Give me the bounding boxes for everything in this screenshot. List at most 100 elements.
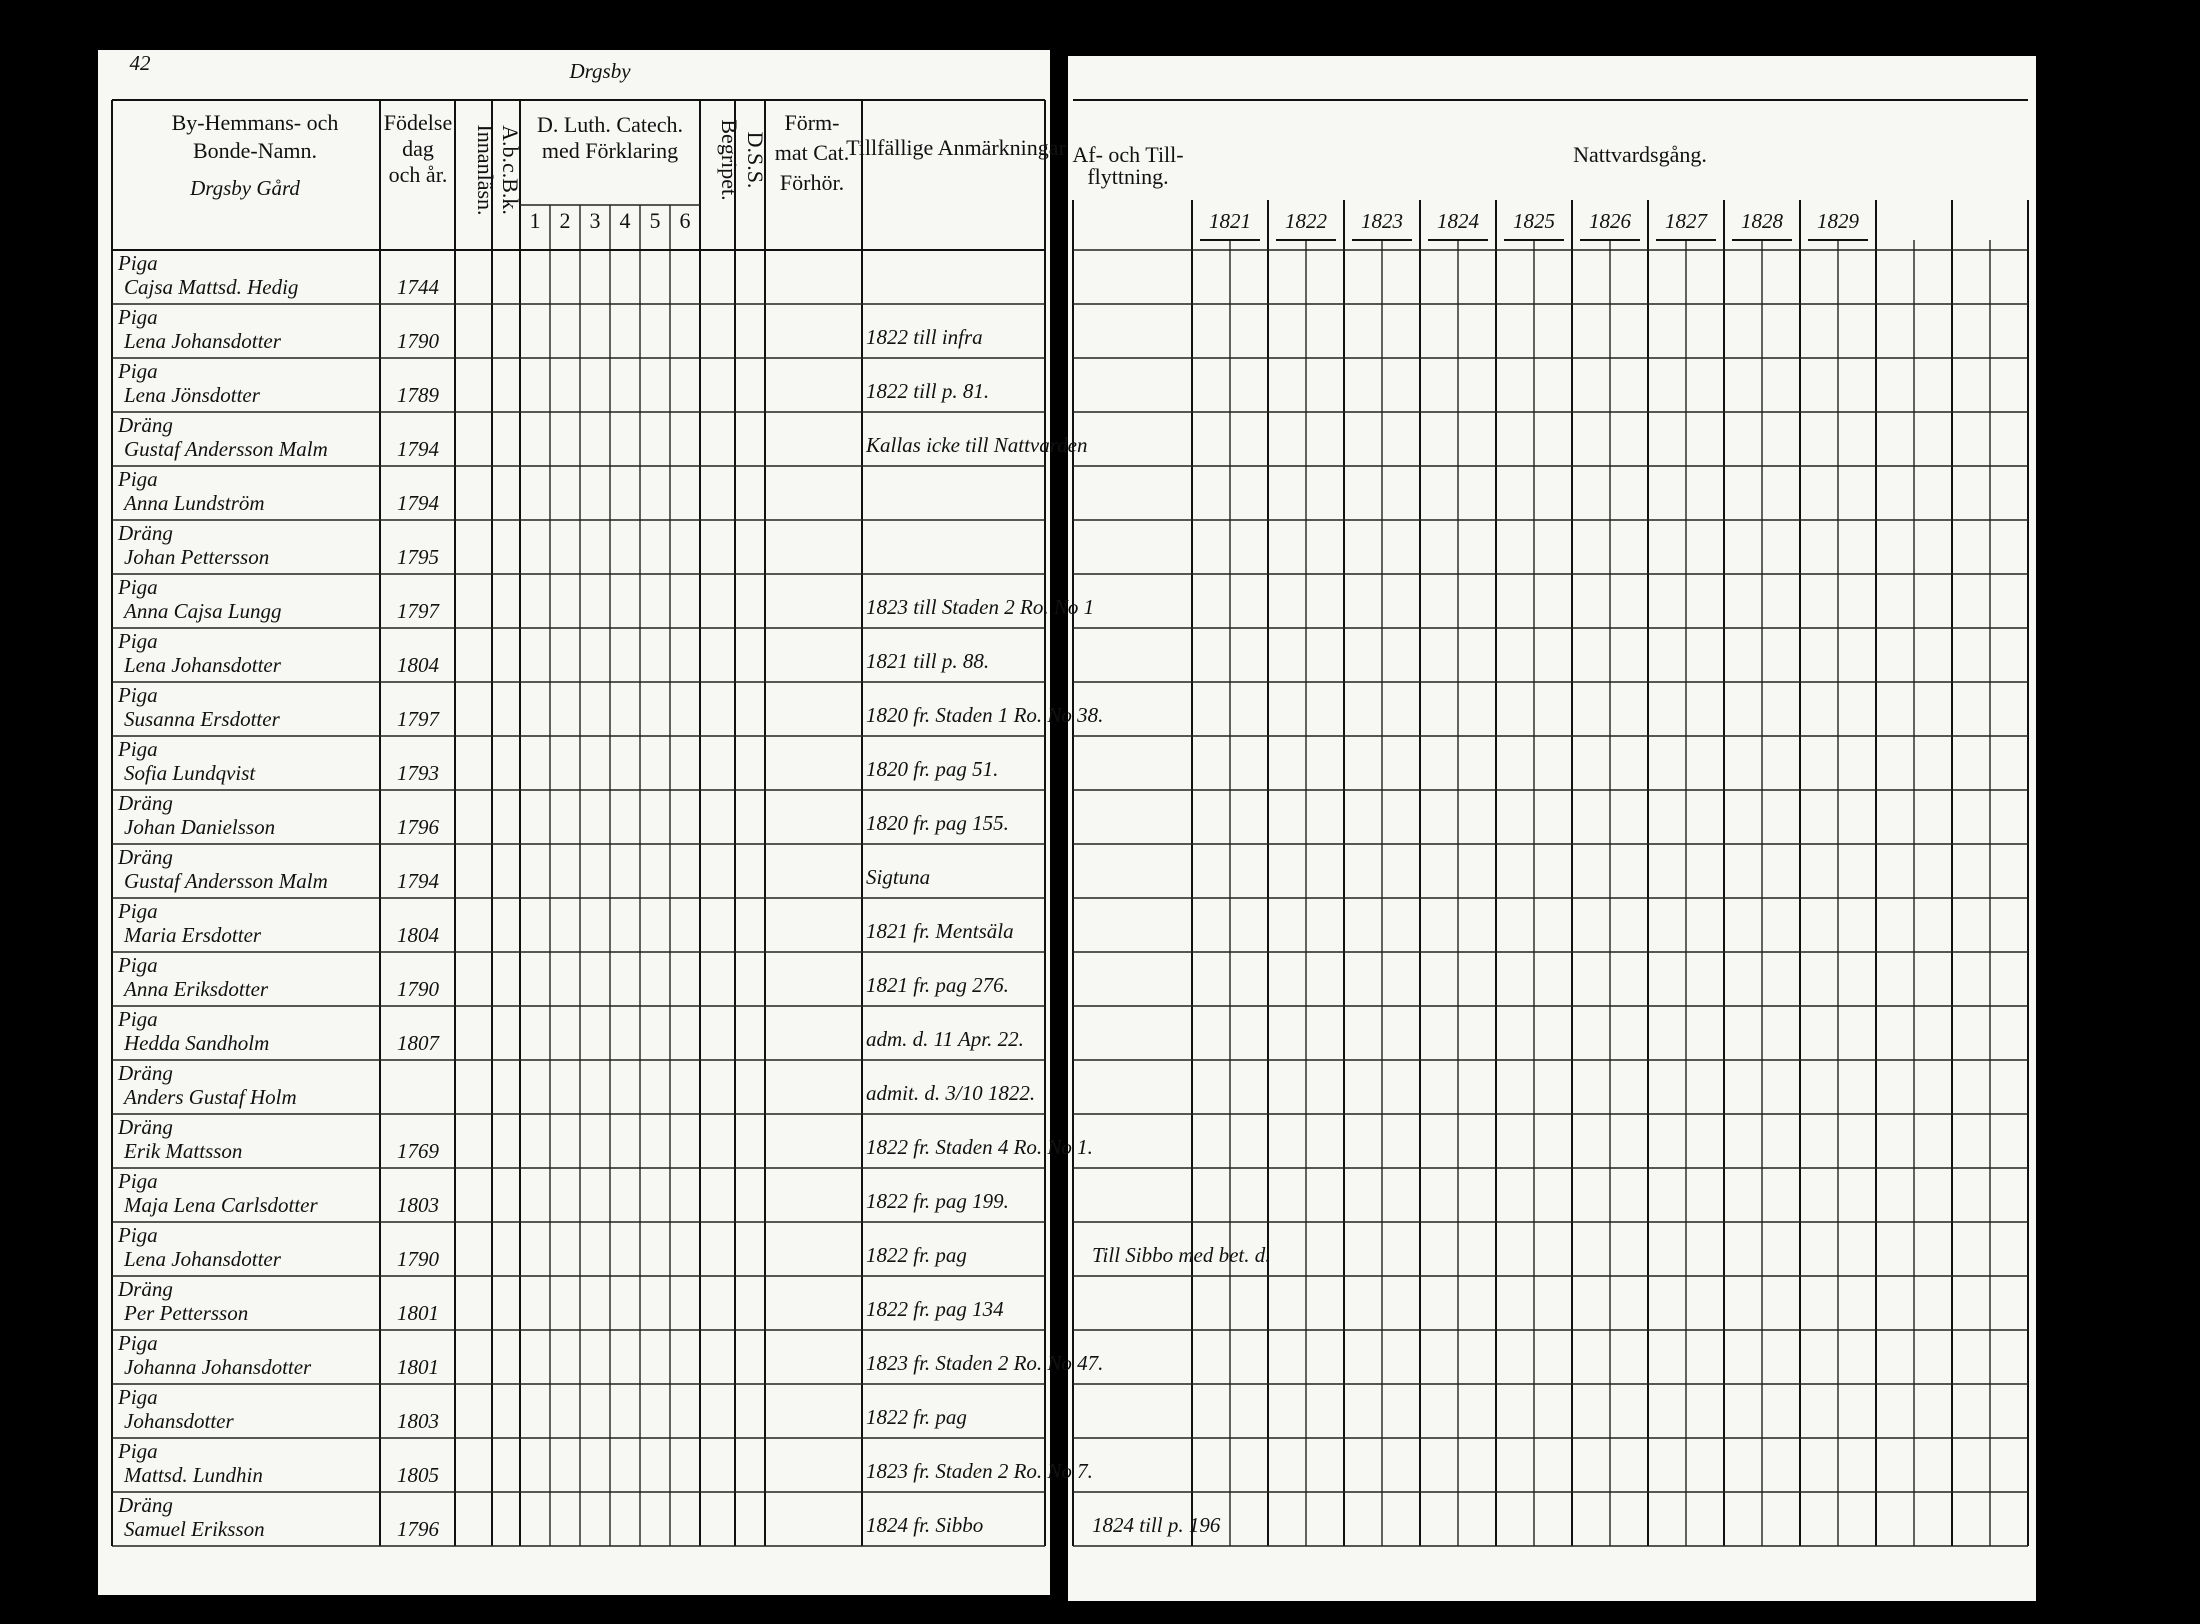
right-content: Af- och Till-flyttning. Nattvardsgång. 182… <box>1072 99 2029 1547</box>
person-title: Piga <box>117 737 158 761</box>
person-title: Piga <box>117 575 158 599</box>
birth-year: 1793 <box>397 761 439 785</box>
birth-year: 1794 <box>397 437 440 461</box>
birth-year: 1801 <box>397 1301 439 1325</box>
person-title: Piga <box>117 1223 158 1247</box>
person-name: Anna Lundström <box>122 491 265 515</box>
column-header: Innanläsn. <box>473 124 498 215</box>
column-header: Tillfällige Anmärkningar <box>846 135 1066 160</box>
person-name: Lena Jönsdotter <box>123 383 261 407</box>
birth-year: 1807 <box>397 1031 441 1055</box>
person-name: Johan Danielsson <box>124 815 275 839</box>
remark: 1820 fr. Staden 1 Ro. No 38. <box>866 703 1103 727</box>
remark: 1820 fr. pag 51. <box>866 757 998 781</box>
person-name: Per Pettersson <box>123 1301 248 1325</box>
village-name: Drgsby <box>568 59 631 83</box>
person-title: Dräng <box>117 413 173 437</box>
person-name: Hedda Sandholm <box>123 1031 269 1055</box>
birth-year: 1789 <box>397 383 440 407</box>
remark: 1822 fr. Staden 4 Ro. No 1. <box>866 1135 1093 1159</box>
remark: 1820 fr. pag 155. <box>866 811 1009 835</box>
remark: 1823 fr. Staden 2 Ro. No 7. <box>866 1459 1093 1483</box>
remark: Kallas icke till Nattvarden <box>865 433 1087 457</box>
person-name: Lena Johansdotter <box>123 329 282 353</box>
year-header: 1829 <box>1817 209 1860 233</box>
person-title: Piga <box>117 683 158 707</box>
person-title: Piga <box>117 1007 158 1031</box>
person-title: Dräng <box>117 521 173 545</box>
person-name: Erik Mattsson <box>123 1139 242 1163</box>
year-header: 1823 <box>1361 209 1403 233</box>
farm-name: Drgsby Gård <box>189 176 300 200</box>
column-header: Nattvardsgång. <box>1573 142 1707 167</box>
remark: 1822 till p. 81. <box>866 379 989 403</box>
person-name: Lena Johansdotter <box>123 653 282 677</box>
person-name: Johansdotter <box>124 1409 234 1433</box>
person-name: Anders Gustaf Holm <box>122 1085 297 1109</box>
remark: Sigtuna <box>866 865 930 889</box>
birth-year: 1796 <box>397 815 440 839</box>
column-header: Af- och Till- <box>1072 142 1183 167</box>
year-header: 1821 <box>1209 209 1251 233</box>
catechism-part: 6 <box>680 208 691 233</box>
person-name: Sofia Lundqvist <box>124 761 256 785</box>
column-header: mat Cat. <box>775 140 850 165</box>
remark: 1822 fr. pag 199. <box>866 1189 1009 1213</box>
column-header: flyttning. <box>1087 164 1168 189</box>
person-title: Dräng <box>117 1061 173 1085</box>
year-header: 1824 <box>1437 209 1480 233</box>
person-name: Susanna Ersdotter <box>124 707 281 731</box>
remark: 1821 till p. 88. <box>866 649 989 673</box>
person-name: Mattsd. Lundhin <box>123 1463 263 1487</box>
year-header: 1828 <box>1741 209 1784 233</box>
column-header: och år. <box>389 162 448 187</box>
person-title: Piga <box>117 251 158 275</box>
left-page <box>98 50 1050 1595</box>
column-header: Förhör. <box>780 170 844 195</box>
person-name: Maja Lena Carlsdotter <box>123 1193 319 1217</box>
person-title: Piga <box>117 899 158 923</box>
person-name: Lena Johansdotter <box>123 1247 282 1271</box>
person-name: Cajsa Mattsd. Hedig <box>124 275 298 299</box>
person-title: Piga <box>117 953 158 977</box>
remark: 1822 till infra <box>866 325 983 349</box>
person-title: Piga <box>117 1331 158 1355</box>
person-name: Samuel Eriksson <box>124 1517 265 1541</box>
person-title: Dräng <box>117 1493 173 1517</box>
person-title: Piga <box>117 1169 158 1193</box>
birth-year: 1804 <box>397 923 440 947</box>
person-name: Anna Cajsa Lungg <box>122 599 282 623</box>
remark: 1823 fr. Staden 2 Ro. No 47. <box>866 1351 1103 1375</box>
remark: adm. d. 11 Apr. 22. <box>866 1027 1024 1051</box>
birth-year: 1801 <box>397 1355 439 1379</box>
remark: 1822 fr. pag 134 <box>866 1297 1004 1321</box>
birth-year: 1796 <box>397 1517 440 1541</box>
birth-year: 1790 <box>397 977 440 1001</box>
person-title: Piga <box>117 359 158 383</box>
person-title: Piga <box>117 467 158 491</box>
catechism-part: 4 <box>620 208 631 233</box>
column-header: A.b.c.B.k. <box>498 125 523 215</box>
catechism-part: 2 <box>560 208 571 233</box>
right-page <box>1068 56 2036 1601</box>
column-header: Födelse <box>384 110 452 135</box>
column-header: D.S.S. <box>743 132 768 189</box>
person-title: Piga <box>117 305 158 329</box>
remark: 1822 fr. pag <box>866 1243 967 1267</box>
person-name: Johanna Johansdotter <box>124 1355 312 1379</box>
person-title: Piga <box>117 629 158 653</box>
birth-year: 1803 <box>397 1193 439 1217</box>
person-name: Anna Eriksdotter <box>122 977 269 1001</box>
person-name: Johan Pettersson <box>124 545 269 569</box>
birth-year: 1805 <box>397 1463 439 1487</box>
person-title: Piga <box>117 1439 158 1463</box>
person-title: Dräng <box>117 1115 173 1139</box>
birth-year: 1744 <box>397 275 440 299</box>
remark: admit. d. 3/10 1822. <box>866 1081 1035 1105</box>
person-title: Dräng <box>117 791 173 815</box>
remark: 1822 fr. pag <box>866 1405 967 1429</box>
person-name: Gustaf Andersson Malm <box>124 869 328 893</box>
column-header: med Förklaring <box>542 138 678 163</box>
